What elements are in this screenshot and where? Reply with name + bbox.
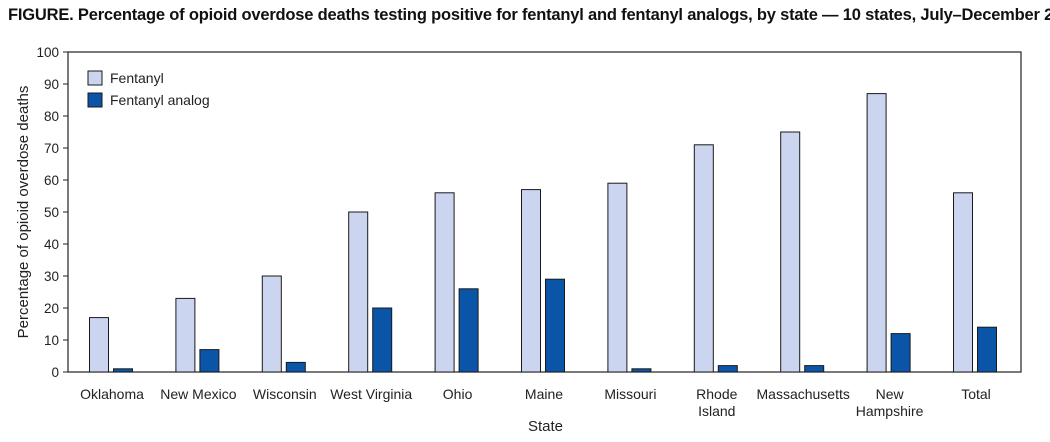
legend-swatch-fentanyl-analog (87, 92, 103, 108)
legend-label-fentanyl: Fentanyl (110, 70, 164, 86)
legend-swatch-fentanyl (87, 70, 103, 86)
x-tick-label: Island (698, 403, 735, 419)
x-tick-label: Total (961, 386, 991, 402)
bar-fentanyl (693, 144, 714, 373)
y-tick-label: 0 (51, 365, 59, 380)
legend-label-fentanyl-analog: Fentanyl analog (110, 92, 210, 108)
bar-fentanyl-analog (804, 365, 825, 373)
legend: Fentanyl Fentanyl analog (87, 70, 210, 108)
x-tick-label: Oklahoma (80, 386, 144, 402)
x-tick-label: Missouri (604, 386, 656, 402)
y-tick-label: 10 (44, 333, 59, 348)
y-tick-label: 80 (44, 109, 59, 124)
bar-fentanyl-analog (890, 333, 911, 373)
bar-fentanyl-analog (545, 278, 565, 373)
bar-fentanyl (521, 189, 541, 373)
x-tick-label: New (876, 386, 905, 402)
bar-fentanyl-analog (717, 365, 738, 373)
bar-fentanyl (866, 93, 887, 373)
y-tick-label: 100 (36, 45, 59, 60)
title-text: Percentage of opioid overdose deaths tes… (77, 6, 1050, 24)
x-axis-label: State (528, 418, 563, 435)
y-tick-label: 40 (44, 237, 59, 252)
bar-fentanyl-analog (977, 326, 997, 373)
x-tick-label: Maine (525, 386, 563, 402)
y-tick-label: 90 (44, 77, 59, 92)
y-tick-label: 50 (44, 205, 59, 220)
y-tick-label: 70 (44, 141, 59, 156)
bar-fentanyl (348, 211, 369, 373)
bar-fentanyl-analog (285, 361, 306, 373)
bar-fentanyl (89, 317, 109, 373)
bar-fentanyl (261, 275, 282, 373)
x-tick-label: West Virginia (330, 386, 412, 402)
x-tick-label: Hampshire (856, 403, 924, 419)
bar-fentanyl (607, 182, 628, 373)
axes: 0 10 20 30 40 50 60 70 80 90 100 (36, 45, 1022, 380)
y-tick-label: 60 (44, 173, 59, 188)
axis-labels: Percentage of opioid overdose deaths Stat… (15, 86, 991, 435)
bar-fentanyl-analog (631, 368, 652, 373)
title-prefix: FIGURE. (8, 6, 74, 24)
chart-title: FIGURE. Percentage of opioid overdose de… (8, 6, 1050, 25)
x-tick-label: New Mexico (160, 386, 236, 402)
bar-fentanyl-analog (113, 368, 133, 373)
x-tick-label: Ohio (443, 386, 473, 402)
x-tick-label: Massachusetts (757, 386, 850, 402)
bar-fentanyl (175, 297, 196, 373)
bar-fentanyl-analog (372, 307, 393, 373)
bar-fentanyl-analog (458, 288, 479, 373)
x-tick-label: Wisconsin (253, 386, 317, 402)
y-tick-label: 30 (44, 269, 59, 284)
y-tick-label: 20 (44, 301, 59, 316)
bar-fentanyl (434, 192, 455, 373)
y-axis-label: Percentage of opioid overdose deaths (15, 86, 32, 339)
bar-fentanyl-analog (199, 349, 220, 373)
bars (89, 93, 997, 373)
bar-fentanyl (953, 192, 973, 373)
x-tick-label: Rhode (696, 386, 737, 402)
bar-fentanyl (780, 131, 801, 373)
